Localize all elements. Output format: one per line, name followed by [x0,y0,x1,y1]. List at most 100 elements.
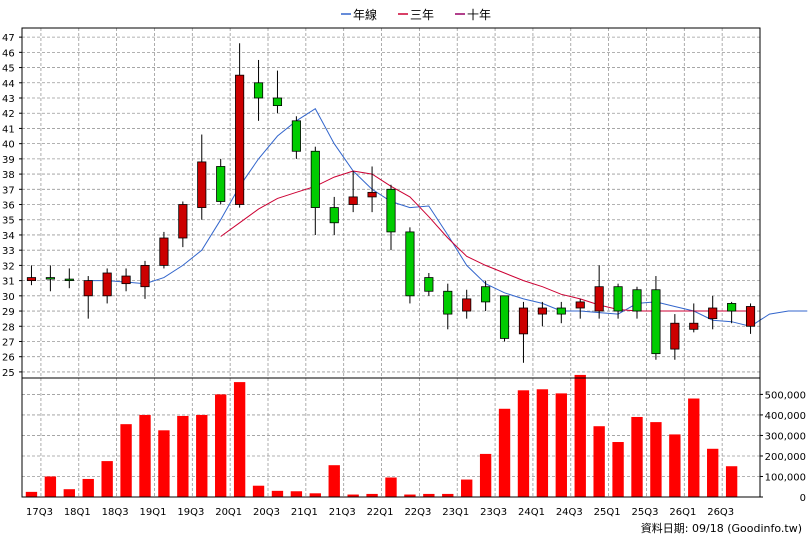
volume-bar-18 [366,493,378,497]
candle-27 [537,301,547,327]
volume-bar-24 [479,453,492,497]
moving-average-lines [88,107,808,327]
ma-line-0 [88,107,808,327]
candle-body-9 [197,161,207,208]
chart-frame [21,27,761,498]
price-tick-label-19: 44 [2,79,15,90]
candle-body-10 [216,166,226,202]
candle-body-14 [291,120,301,152]
x-tick-label-6: 20Q3 [253,507,280,518]
price-tick-label-7: 32 [2,261,15,272]
volume-bar-19 [385,477,397,497]
chart-legend: 年線 三年 十年 [341,7,491,22]
volume-bar-8 [177,415,189,497]
x-axis: 17Q3 18Q1 18Q3 19Q1 19Q3 20Q1 20Q3 21Q1 21Q3 22Q1… [26,507,734,518]
x-tick-label-17: 26Q1 [669,507,696,518]
candle-13 [272,70,283,114]
candlesticks [26,43,756,363]
volume-bar-2 [63,489,75,497]
candle-body-31 [613,286,623,312]
price-tick-label-9: 34 [2,231,15,242]
candle-36 [708,295,718,330]
candle-body-30 [594,286,604,312]
candle-body-27 [537,307,547,315]
candle-32 [632,286,642,319]
candle-body-37 [727,303,737,312]
candle-34 [670,314,680,360]
candle-body-16 [329,207,339,224]
candle-body-11 [235,74,245,205]
x-tick-label-18: 26Q3 [707,507,734,518]
chart-grid [22,28,761,497]
volume-bar-31 [612,442,624,497]
volume-bar-37 [725,466,738,497]
candle-body-8 [178,204,188,239]
price-tick-label-8: 33 [2,246,15,257]
volume-bar-1 [44,476,57,497]
candle-body-25 [499,295,510,339]
candle-37 [727,301,737,324]
candle-11 [235,43,245,208]
plot-border [21,27,761,498]
price-tick-label-21: 46 [2,48,15,59]
volume-tick-label-2: 200,000 [765,452,806,463]
volume-bar-23 [461,479,473,497]
candle-body-6 [140,264,150,288]
volume-bar-10 [215,394,227,497]
volume-bar-27 [536,389,549,497]
candle-body-35 [689,322,699,330]
volume-bar-32 [631,416,643,497]
x-tick-label-4: 19Q3 [177,507,204,518]
volume-bar-9 [196,414,208,497]
candle-23 [462,289,472,319]
candle-body-12 [253,82,264,99]
volume-bar-28 [555,393,567,497]
candle-28 [556,301,566,324]
volume-tick-label-0: 0 [800,493,806,504]
price-tick-label-6: 31 [2,277,15,288]
price-tick-label-14: 39 [2,155,15,166]
volume-bar-3 [82,478,94,497]
volume-bar-26 [517,390,530,497]
x-tick-label-15: 25Q1 [594,507,621,518]
candle-24 [481,280,491,312]
x-tick-label-11: 23Q1 [442,507,469,518]
candle-body-29 [575,301,585,309]
legend-label-0: 年線 [353,7,377,22]
candle-38 [745,303,756,334]
x-tick-label-7: 21Q1 [291,507,318,518]
candle-body-13 [272,97,283,107]
candle-body-15 [310,150,320,208]
x-tick-label-1: 18Q1 [64,507,91,518]
candle-body-36 [708,307,718,320]
candle-body-19 [386,188,396,233]
data-date-note: 資料日期: 09/18 (Goodinfo.tw) [640,522,802,535]
legend-label-2: 十年 [467,8,491,22]
candle-body-0 [26,277,37,282]
candle-body-20 [405,231,415,297]
candle-body-7 [159,237,169,266]
price-tick-label-2: 27 [2,337,15,348]
candle-body-28 [556,307,566,315]
candle-15 [310,146,320,235]
candle-body-17 [348,196,358,205]
candle-body-3 [83,280,93,297]
price-tick-label-0: 25 [2,368,15,379]
price-tick-label-17: 42 [2,109,15,120]
candle-6 [140,260,150,299]
candle-17 [348,171,358,213]
price-tick-label-10: 35 [2,216,15,227]
volume-bar-33 [650,422,662,497]
candle-29 [575,298,585,319]
volume-bar-34 [669,434,681,497]
x-tick-label-2: 18Q3 [102,507,129,518]
volume-bar-29 [574,374,586,497]
x-tick-label-10: 22Q3 [404,507,431,518]
volume-bar-5 [120,424,132,497]
x-tick-label-9: 22Q1 [367,507,394,518]
ma-line-1 [220,170,751,312]
volume-bar-14 [290,491,303,497]
volume-bar-22 [442,493,454,497]
candle-33 [651,276,661,360]
